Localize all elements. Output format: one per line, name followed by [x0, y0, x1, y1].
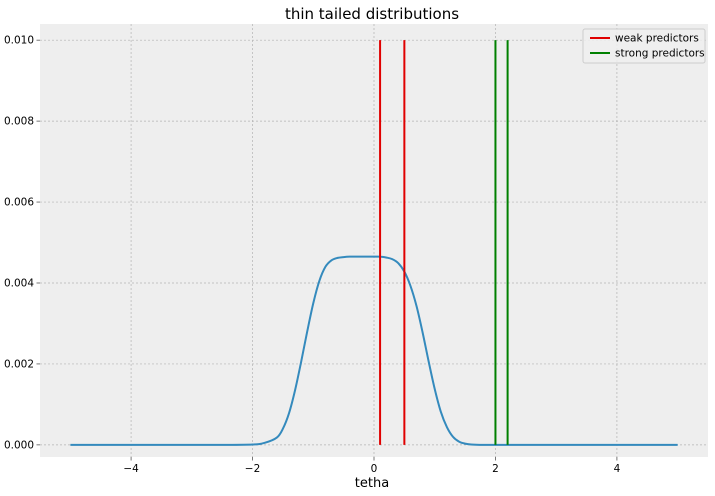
x-axis-ticks: −4 −2 0 2 4 [123, 457, 621, 475]
y-tick-label: 0.006 [4, 197, 34, 209]
distribution-curve [70, 255, 678, 446]
y-axis-ticks: 0.000 0.002 0.004 0.006 0.008 0.010 [4, 35, 40, 451]
chart-title: thin tailed distributions [285, 5, 459, 23]
x-tick-label: 2 [492, 463, 499, 475]
x-tick-label: 4 [614, 463, 621, 475]
predictor-lines [379, 40, 509, 445]
x-tick-label: −4 [123, 463, 139, 475]
legend-box [582, 28, 706, 64]
y-tick-label: 0.000 [4, 439, 34, 451]
legend-label: weak predictors [615, 33, 699, 45]
y-tick-label: 0.004 [4, 277, 34, 289]
y-tick-label: 0.010 [4, 35, 34, 47]
legend-label: strong predictors [615, 48, 705, 60]
x-tick-label: 0 [371, 463, 378, 475]
y-tick-label: 0.002 [4, 358, 34, 370]
legend: weak predictors strong predictors [582, 28, 706, 64]
x-axis-label: tetha [355, 476, 389, 491]
x-tick-label: −2 [245, 463, 260, 475]
y-tick-label: 0.008 [4, 116, 34, 128]
